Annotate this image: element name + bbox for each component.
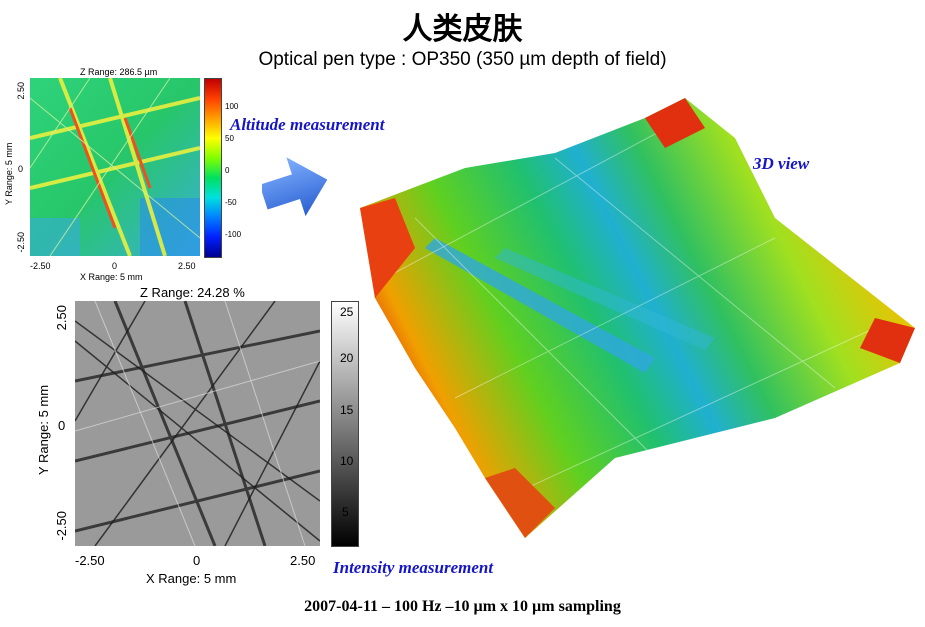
intensity-map	[75, 301, 320, 546]
intensity-y-range-label: Y Range: 5 mm	[36, 384, 51, 475]
altitude-cb-tick: 100	[225, 102, 239, 111]
surface-3d-image	[360, 98, 915, 538]
altitude-cb-tick: 50	[225, 134, 234, 143]
intensity-cb-tick: 20	[340, 351, 354, 365]
altitude-y-tick: 0	[18, 164, 24, 174]
altitude-measurement-label: Altitude measurement	[230, 115, 385, 134]
intensity-y-tick: 2.50	[54, 305, 69, 331]
intensity-map-image	[75, 301, 320, 546]
intensity-colorbar	[331, 301, 359, 547]
altitude-map-image	[30, 78, 200, 256]
intensity-cb-tick: 25	[340, 305, 354, 319]
altitude-cb-tick: 0	[225, 166, 230, 175]
intensity-x-range-label: X Range: 5 mm	[146, 571, 237, 586]
intensity-measurement-label: Intensity measurement	[333, 558, 494, 577]
view3d-label: 3D view	[753, 154, 810, 173]
altitude-y-range-label: Y Range: 5 mm	[4, 142, 14, 205]
altitude-cb-tick: -100	[225, 230, 242, 239]
altitude-x-tick: 2.50	[178, 261, 196, 271]
intensity-cb-tick: 15	[340, 403, 354, 417]
altitude-x-tick: -2.50	[30, 261, 51, 271]
altitude-map	[30, 78, 200, 256]
altitude-cb-tick: -50	[225, 198, 237, 207]
intensity-y-tick: -2.50	[54, 511, 69, 541]
intensity-cb-tick: 10	[340, 454, 354, 468]
page-subtitle: Optical pen type : OP350 (350 µm depth o…	[258, 49, 667, 70]
intensity-x-tick: 2.50	[290, 553, 316, 568]
altitude-y-tick: -2.50	[16, 232, 26, 253]
intensity-x-tick: 0	[193, 553, 201, 568]
footer-caption: 2007-04-11 – 100 Hz –10 µm x 10 µm sampl…	[304, 598, 621, 615]
altitude-colorbar	[204, 78, 222, 258]
page-title: 人类皮肤	[402, 12, 523, 47]
altitude-y-tick: 2.50	[16, 82, 26, 100]
intensity-z-range: Z Range: 24.28 %	[140, 285, 245, 300]
arrow-right-icon	[262, 152, 332, 220]
intensity-cb-tick: 5	[342, 505, 349, 519]
altitude-x-range-label: X Range: 5 mm	[80, 272, 143, 282]
surface-3d-view	[355, 98, 920, 538]
altitude-z-range: Z Range: 286.5 µm	[80, 67, 158, 77]
altitude-x-tick: 0	[112, 261, 118, 271]
intensity-x-tick: -2.50	[75, 553, 105, 568]
intensity-y-tick: 0	[58, 418, 66, 433]
